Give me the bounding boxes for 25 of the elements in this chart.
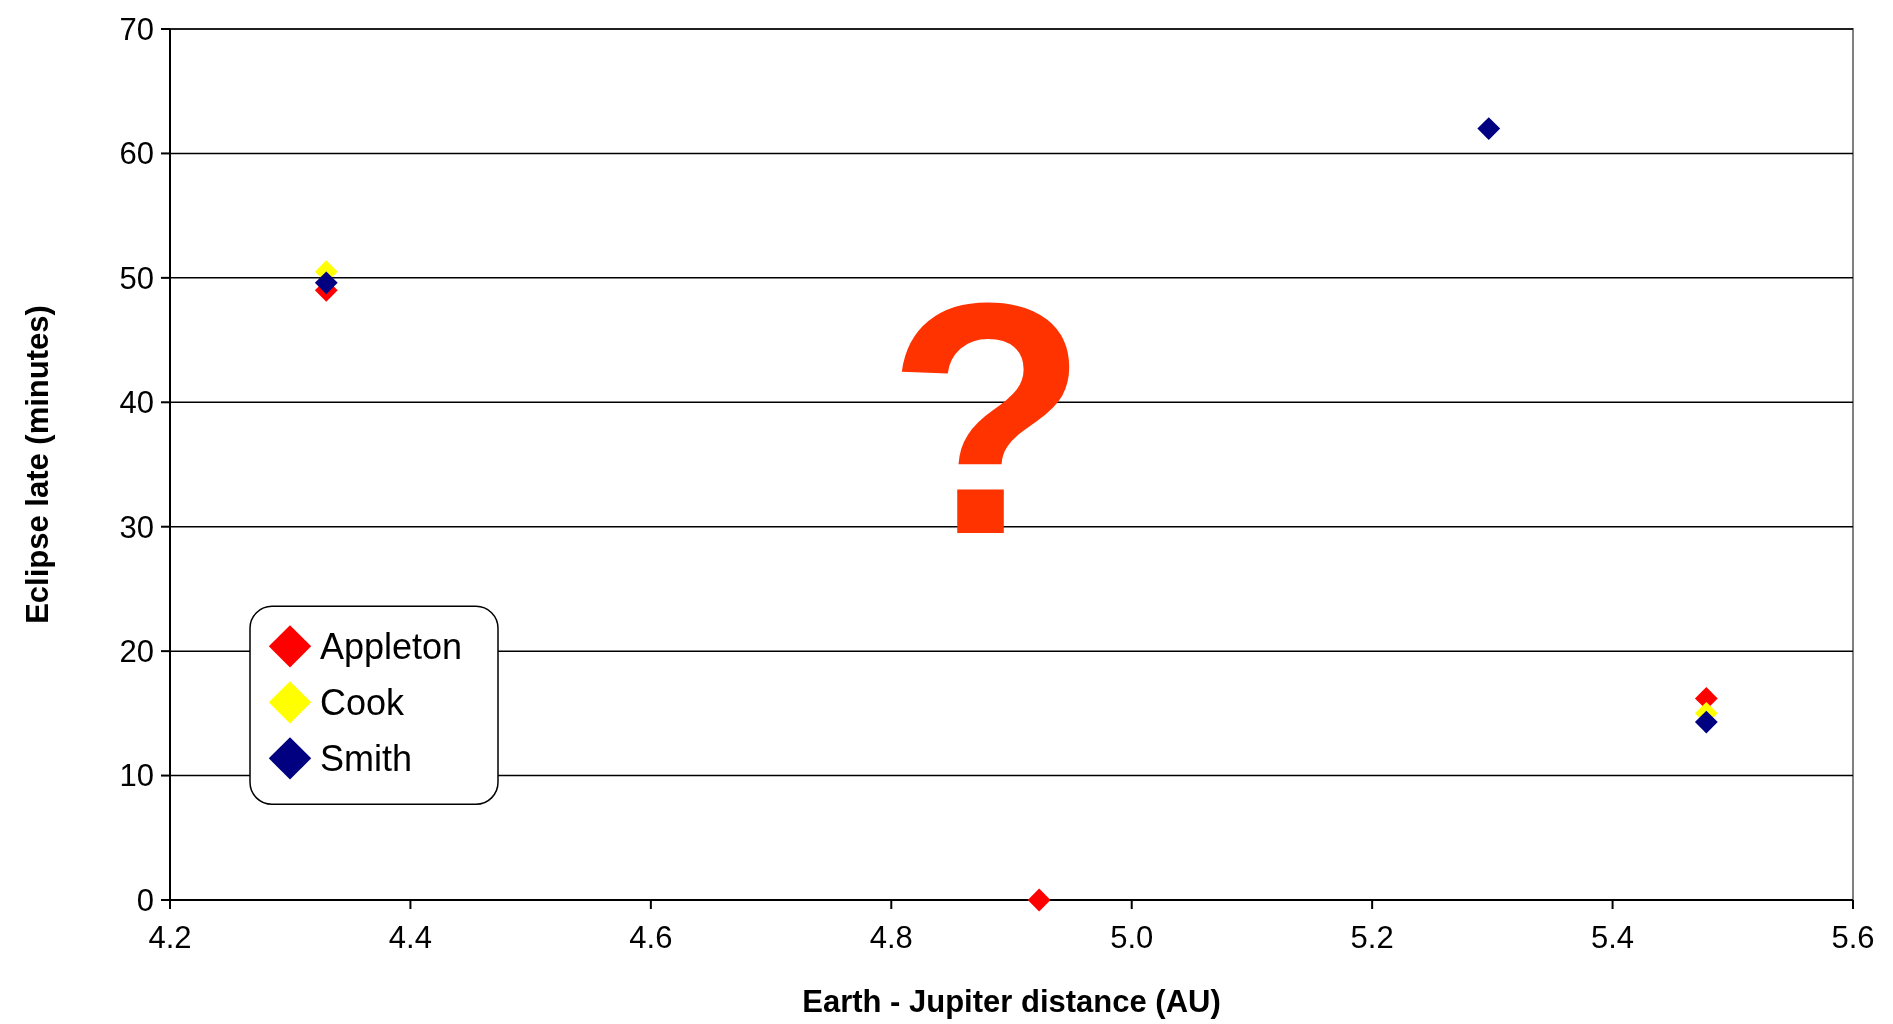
y-tick-label: 70 [119,11,154,47]
y-tick-label: 20 [119,633,154,669]
y-tick-label: 60 [119,136,154,172]
x-axis-title: Earth - Jupiter distance (AU) [802,984,1221,1019]
y-tick-label: 10 [119,758,154,794]
point [1477,117,1501,140]
point [1694,710,1718,734]
y-tick-label: 30 [119,509,154,545]
y-tick-label: 40 [119,385,154,421]
x-tick-label: 5.0 [1110,920,1154,955]
y-tick-label: 0 [136,882,154,918]
x-tick-label: 4.4 [388,920,432,955]
x-tick-label: 5.6 [1831,920,1875,955]
x-tick-label: 5.4 [1591,920,1635,955]
x-tick-label: 4.8 [869,920,913,955]
legend-label: Cook [320,681,406,723]
x-tick-label: 4.2 [148,920,192,955]
y-axis-title: Eclipse late (minutes) [20,305,55,624]
x-tick-label: 5.2 [1350,920,1394,955]
point [314,271,338,295]
legend-label: Appleton [320,625,463,667]
legend-label: Smith [320,737,413,779]
point [1027,888,1051,912]
x-tick-label: 4.6 [629,920,673,955]
y-tick-label: 50 [119,260,154,296]
